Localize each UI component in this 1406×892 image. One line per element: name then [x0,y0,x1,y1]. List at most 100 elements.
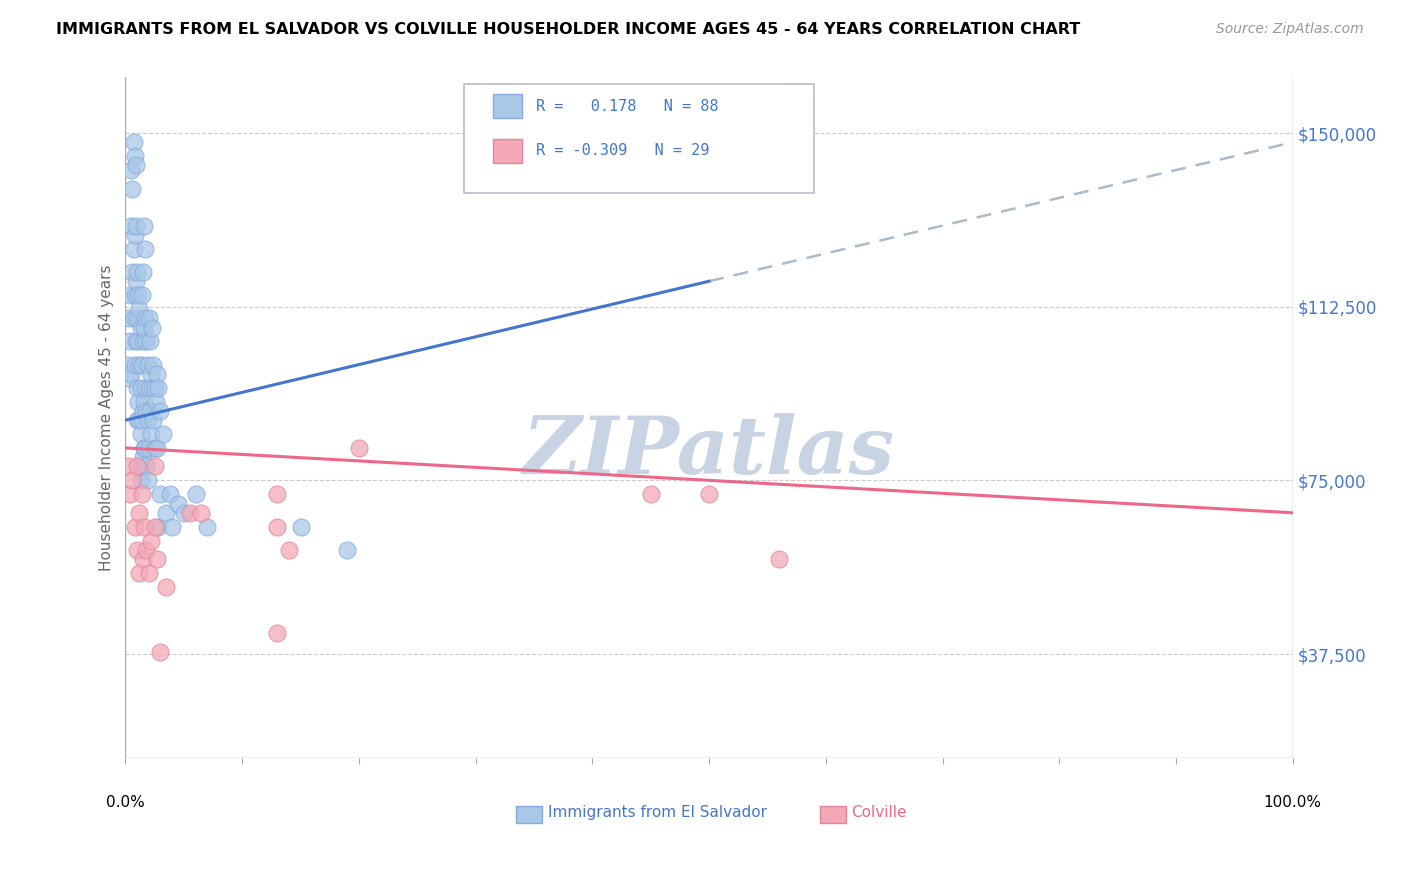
Point [127,311,149,326]
FancyBboxPatch shape [494,95,523,119]
Point [139,334,162,349]
Point [124,227,146,242]
Text: 0.0%: 0.0% [105,796,145,810]
Point [127,265,149,279]
Point [179,506,201,520]
Point [141,367,163,381]
Point [128,566,150,580]
Point [141,381,163,395]
Point [122,242,145,256]
Point [127,288,149,302]
Point [117,358,139,372]
Point [121,265,143,279]
Point [266,519,288,533]
Point [121,474,143,488]
Point [120,487,142,501]
Point [134,394,156,409]
Point [160,519,183,533]
Point [141,320,163,334]
Point [120,334,142,349]
Point [120,163,142,178]
Y-axis label: Householder Income Ages 45 - 64 years: Householder Income Ages 45 - 64 years [100,265,114,571]
Point [134,441,156,455]
Point [132,450,155,465]
Point [167,496,190,510]
Point [135,404,157,418]
Text: ZIPatlas: ZIPatlas [523,413,896,491]
Point [136,474,159,488]
Point [134,381,156,395]
Point [128,358,150,372]
Point [138,441,160,455]
FancyBboxPatch shape [494,139,523,162]
Point [290,519,312,533]
Point [127,459,149,474]
Point [152,427,174,442]
Point [155,506,177,520]
Point [141,427,163,442]
Text: Colville: Colville [852,805,907,820]
Point [129,427,152,442]
Point [120,288,142,302]
Point [159,487,181,501]
Point [136,413,159,427]
Point [128,459,150,474]
Text: Immigrants from El Salvador: Immigrants from El Salvador [548,805,768,820]
Point [124,149,146,163]
Point [125,219,148,233]
Point [128,413,150,427]
Point [131,413,153,427]
Point [143,459,166,474]
Point [195,519,218,533]
Point [336,542,359,557]
Point [132,265,155,279]
Point [122,311,145,326]
Point [141,533,163,548]
Point [347,441,370,455]
Point [143,381,166,395]
Point [120,219,142,233]
Point [146,552,169,566]
Point [146,381,169,395]
Point [134,219,156,233]
Point [145,394,167,409]
Point [125,334,148,349]
Point [266,626,288,640]
Point [129,320,152,334]
Point [135,459,157,474]
Text: IMMIGRANTS FROM EL SALVADOR VS COLVILLE HOUSEHOLDER INCOME AGES 45 - 64 YEARS CO: IMMIGRANTS FROM EL SALVADOR VS COLVILLE … [56,22,1080,37]
Point [127,381,149,395]
Point [134,311,156,326]
Point [118,371,141,385]
Point [142,358,165,372]
Point [117,459,139,474]
Point [138,311,160,326]
Point [125,158,148,172]
Point [128,301,150,316]
Point [146,441,169,455]
Point [124,288,146,302]
Point [124,519,146,533]
Point [149,404,172,418]
Point [131,487,153,501]
Point [134,441,156,455]
Point [131,288,153,302]
Point [146,519,169,533]
FancyBboxPatch shape [464,84,814,194]
Point [131,459,153,474]
Point [134,242,156,256]
Point [146,367,169,381]
FancyBboxPatch shape [516,805,543,823]
Point [136,358,159,372]
Point [125,274,148,288]
Text: R = -0.309   N = 29: R = -0.309 N = 29 [536,143,710,158]
Point [127,334,149,349]
Point [173,506,195,520]
Point [120,367,142,381]
Point [127,542,149,557]
Point [134,519,156,533]
Point [155,580,177,594]
Point [127,413,149,427]
Point [132,334,155,349]
Point [124,358,146,372]
